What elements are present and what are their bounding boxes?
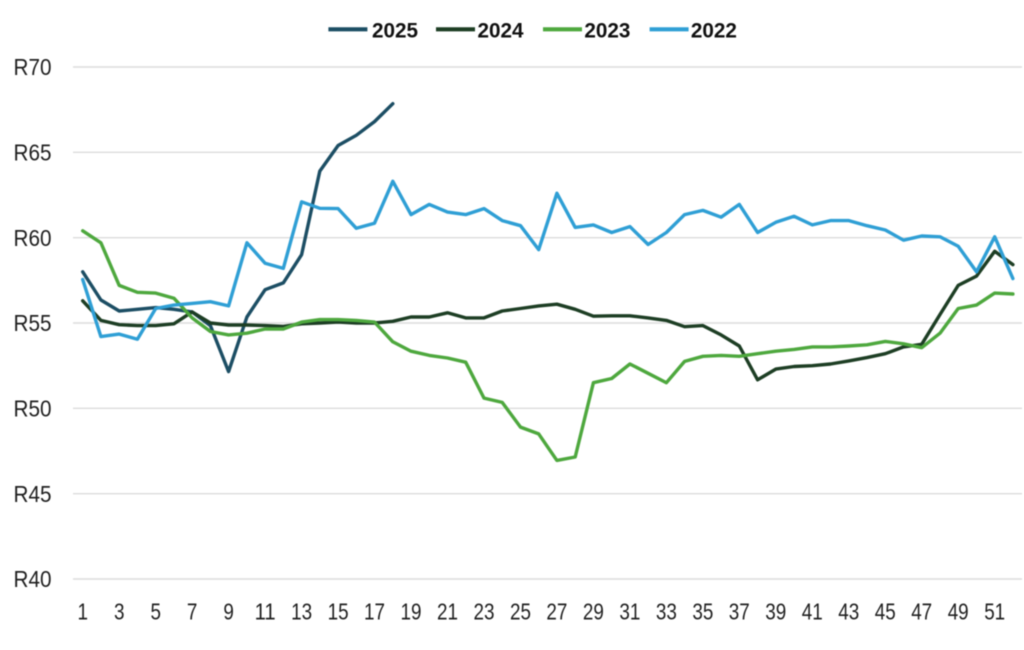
svg-text:R65: R65 <box>14 140 52 166</box>
svg-text:11: 11 <box>255 599 276 625</box>
svg-text:45: 45 <box>875 599 896 625</box>
svg-text:R45: R45 <box>14 481 52 507</box>
svg-text:23: 23 <box>474 599 495 625</box>
svg-text:2024: 2024 <box>478 18 524 42</box>
svg-text:17: 17 <box>364 599 385 625</box>
svg-text:19: 19 <box>401 599 422 625</box>
svg-text:9: 9 <box>223 599 234 625</box>
svg-text:39: 39 <box>765 599 786 625</box>
svg-text:21: 21 <box>437 599 458 625</box>
svg-text:31: 31 <box>619 599 640 625</box>
svg-text:49: 49 <box>948 599 969 625</box>
svg-text:2023: 2023 <box>584 18 630 42</box>
svg-text:43: 43 <box>838 599 859 625</box>
svg-text:33: 33 <box>656 599 677 625</box>
svg-text:2022: 2022 <box>691 18 737 42</box>
svg-text:35: 35 <box>692 599 713 625</box>
svg-text:R55: R55 <box>14 310 52 336</box>
svg-text:2025: 2025 <box>372 18 418 42</box>
svg-text:29: 29 <box>583 599 604 625</box>
svg-text:R50: R50 <box>14 396 52 422</box>
svg-text:5: 5 <box>150 599 161 625</box>
svg-text:1: 1 <box>77 599 88 625</box>
svg-text:13: 13 <box>291 599 312 625</box>
svg-text:3: 3 <box>114 599 125 625</box>
svg-text:R60: R60 <box>14 225 52 251</box>
svg-text:41: 41 <box>802 599 823 625</box>
svg-text:37: 37 <box>729 599 750 625</box>
svg-text:25: 25 <box>510 599 531 625</box>
svg-text:7: 7 <box>187 599 198 625</box>
svg-text:47: 47 <box>911 599 932 625</box>
svg-text:R70: R70 <box>14 54 52 80</box>
svg-text:27: 27 <box>546 599 567 625</box>
svg-text:R40: R40 <box>14 566 52 592</box>
svg-text:51: 51 <box>984 599 1005 625</box>
svg-text:15: 15 <box>328 599 349 625</box>
